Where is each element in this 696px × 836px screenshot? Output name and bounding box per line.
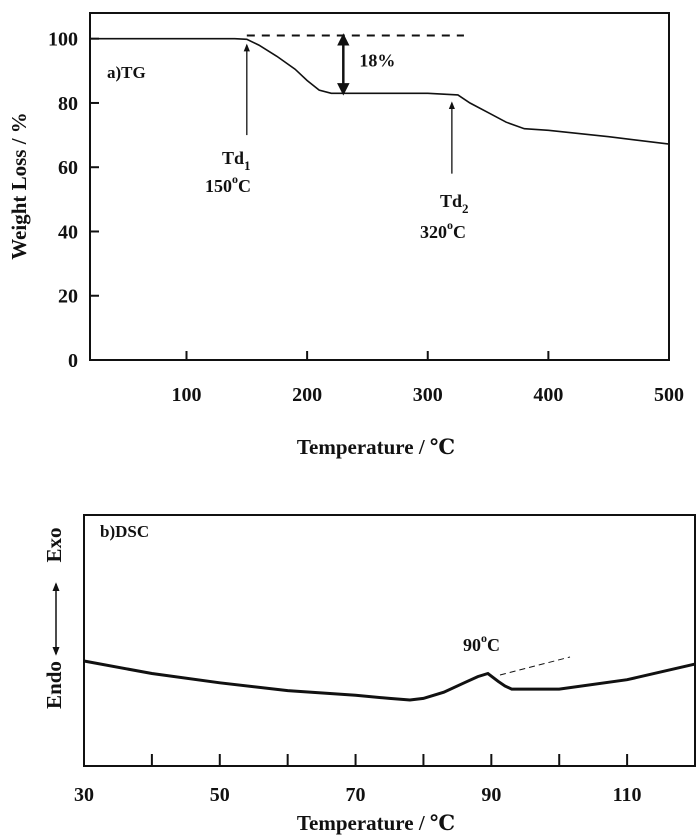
dsc-x-tick-label: 70 xyxy=(346,784,366,806)
tg-x-tick-label: 400 xyxy=(533,384,563,406)
tg-panel: 0 20 40 60 80 100 100 200 300 400 500 18% Td1 150… xyxy=(7,12,684,459)
dsc-x-tick-label: 50 xyxy=(210,784,230,806)
tg-x-tick-label: 100 xyxy=(172,384,202,406)
tg-x-ticks: 100 200 300 400 500 xyxy=(172,351,684,406)
td2-label: Td2 xyxy=(440,191,469,216)
tg-x-tick-label: 200 xyxy=(292,384,322,406)
dsc-curve xyxy=(83,659,696,702)
dsc-x-axis-title: Temperature / ℃ xyxy=(297,811,455,835)
td2-value: 320oC xyxy=(420,218,466,242)
dsc-exo-label: Exo xyxy=(42,527,66,562)
tg-y-ticks: 0 20 40 60 80 100 xyxy=(48,29,99,372)
dsc-panel-label: b)DSC xyxy=(100,522,149,541)
tg-y-tick-label: 40 xyxy=(58,221,78,243)
tg-x-tick-label: 300 xyxy=(413,384,443,406)
tg-x-tick-label: 500 xyxy=(654,384,684,406)
tg-weight-loss-label: 18% xyxy=(359,50,395,70)
td1-label: Td1 xyxy=(222,148,251,173)
dsc-plot-frame xyxy=(83,514,696,767)
td1-value: 150oC xyxy=(205,172,251,196)
tg-y-tick-label: 80 xyxy=(58,93,78,115)
tg-panel-label: a)TG xyxy=(107,63,146,82)
dsc-peak-tangent-dashed-line xyxy=(499,656,571,676)
tg-y-tick-label: 60 xyxy=(58,157,78,179)
dsc-x-tick-label: 90 xyxy=(481,784,501,806)
dsc-panel: 30 50 70 90 110 90oC b)DSC Exo Endo Temperat… xyxy=(42,514,696,835)
tg-y-tick-label: 100 xyxy=(48,29,78,51)
dsc-endo-label: Endo xyxy=(42,661,66,709)
tg-x-axis-title: Temperature / ℃ xyxy=(297,435,455,459)
tg-y-tick-label: 0 xyxy=(68,350,78,372)
dsc-x-tick-label: 110 xyxy=(613,784,642,806)
tg-plot-frame xyxy=(89,12,670,361)
tg-y-axis-title: Weight Loss / % xyxy=(7,112,31,260)
dsc-x-ticks: 30 50 70 90 110 xyxy=(74,754,642,806)
dsc-x-tick-label: 30 xyxy=(74,784,94,806)
dsc-peak-label: 90oC xyxy=(463,631,500,655)
tg-y-tick-label: 20 xyxy=(58,286,78,308)
